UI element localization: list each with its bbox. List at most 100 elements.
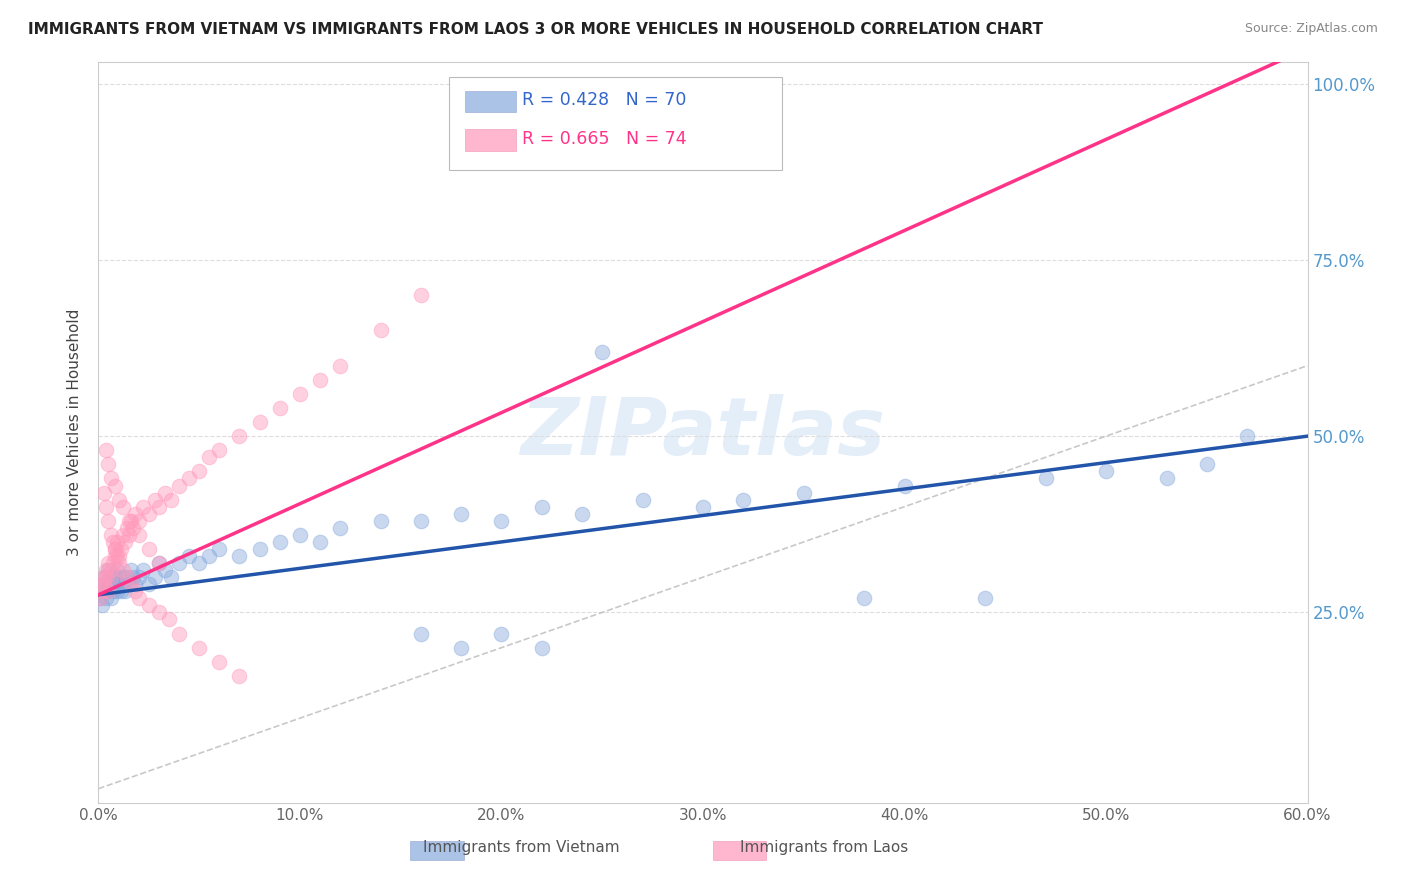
Point xyxy=(93,577,115,591)
Point xyxy=(93,577,115,591)
Point xyxy=(138,541,160,556)
Point xyxy=(733,492,755,507)
Text: R = 0.428   N = 70: R = 0.428 N = 70 xyxy=(522,91,686,109)
Point xyxy=(121,521,143,535)
Point xyxy=(269,535,291,549)
Point xyxy=(89,591,111,606)
Point xyxy=(157,612,180,626)
Point xyxy=(208,541,231,556)
Point xyxy=(188,640,211,655)
Point xyxy=(103,577,125,591)
Point xyxy=(103,541,125,556)
Point xyxy=(491,626,513,640)
Point xyxy=(115,570,138,584)
Point xyxy=(93,485,115,500)
Point xyxy=(103,541,125,556)
Point xyxy=(309,373,332,387)
Point xyxy=(228,549,250,563)
Point xyxy=(1156,471,1178,485)
FancyBboxPatch shape xyxy=(411,840,464,860)
Point xyxy=(128,514,150,528)
Point xyxy=(128,570,150,584)
Point xyxy=(111,570,134,584)
Text: R = 0.665   N = 74: R = 0.665 N = 74 xyxy=(522,129,686,148)
Point xyxy=(107,577,129,591)
Point xyxy=(107,570,129,584)
Point xyxy=(91,584,114,599)
Point xyxy=(118,577,141,591)
Point xyxy=(450,640,472,655)
Point xyxy=(148,606,170,620)
Point xyxy=(208,443,231,458)
Point xyxy=(97,563,120,577)
Point xyxy=(97,514,120,528)
Point xyxy=(111,577,134,591)
Point xyxy=(120,563,142,577)
Point xyxy=(101,577,124,591)
Point xyxy=(167,478,190,492)
Point xyxy=(101,556,124,570)
Point xyxy=(167,626,190,640)
Point xyxy=(96,500,118,514)
Point xyxy=(143,492,166,507)
Point xyxy=(138,599,160,613)
FancyBboxPatch shape xyxy=(713,840,766,860)
FancyBboxPatch shape xyxy=(465,129,516,151)
Point xyxy=(1095,464,1118,478)
Point xyxy=(97,584,120,599)
Point xyxy=(97,458,120,472)
Point xyxy=(91,577,114,591)
Point xyxy=(103,570,125,584)
Point xyxy=(111,563,134,577)
Point xyxy=(132,500,155,514)
Point xyxy=(114,535,136,549)
Point xyxy=(160,492,183,507)
Point xyxy=(692,500,714,514)
Point xyxy=(96,563,118,577)
Point xyxy=(269,401,291,415)
Point xyxy=(103,478,125,492)
Point xyxy=(110,584,132,599)
Point xyxy=(100,591,122,606)
Text: IMMIGRANTS FROM VIETNAM VS IMMIGRANTS FROM LAOS 3 OR MORE VEHICLES IN HOUSEHOLD : IMMIGRANTS FROM VIETNAM VS IMMIGRANTS FR… xyxy=(28,22,1043,37)
Point xyxy=(153,563,176,577)
Point xyxy=(148,556,170,570)
Point xyxy=(110,541,132,556)
Point xyxy=(100,570,122,584)
Point xyxy=(893,478,915,492)
Point xyxy=(120,577,142,591)
Point xyxy=(100,570,122,584)
Point xyxy=(91,599,114,613)
Point xyxy=(491,514,513,528)
Point xyxy=(409,626,432,640)
Point xyxy=(120,514,142,528)
Point xyxy=(111,500,134,514)
Point xyxy=(1195,458,1218,472)
Point xyxy=(89,591,111,606)
Point xyxy=(288,528,311,542)
Point xyxy=(101,535,124,549)
Point xyxy=(1236,429,1258,443)
Point xyxy=(100,528,122,542)
Point xyxy=(188,556,211,570)
Point xyxy=(530,500,553,514)
Point xyxy=(93,570,115,584)
Point xyxy=(329,359,352,373)
Point xyxy=(1035,471,1057,485)
Point xyxy=(148,556,170,570)
Point xyxy=(105,535,128,549)
Point xyxy=(450,507,472,521)
Point xyxy=(571,507,593,521)
Point xyxy=(138,577,160,591)
Point xyxy=(97,584,120,599)
Point xyxy=(97,556,120,570)
Point xyxy=(124,507,146,521)
Text: Immigrants from Vietnam: Immigrants from Vietnam xyxy=(423,839,620,855)
Point xyxy=(179,471,201,485)
Point xyxy=(107,556,129,570)
Point xyxy=(128,528,150,542)
Point xyxy=(111,528,134,542)
Point xyxy=(96,443,118,458)
Point xyxy=(124,577,146,591)
Point xyxy=(96,570,118,584)
